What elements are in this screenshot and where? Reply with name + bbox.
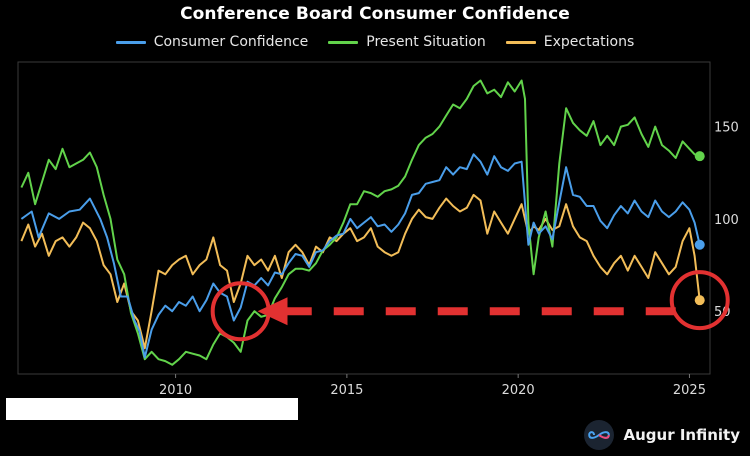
redaction-bar xyxy=(6,398,298,420)
series-end-point-present-situation xyxy=(694,151,705,162)
x-tick-label-2015: 2015 xyxy=(330,383,363,398)
legend-item-expectations: Expectations xyxy=(505,34,635,50)
annotation-arrow-head xyxy=(257,297,288,326)
legend-label-expectations: Expectations xyxy=(543,34,635,50)
series-line-expectations xyxy=(20,193,701,350)
y-tick-label-100: 100 xyxy=(714,213,739,228)
legend-swatch-present-situation xyxy=(328,40,359,44)
x-tick-label-2010: 2010 xyxy=(159,383,192,398)
legend-swatch-consumer-confidence xyxy=(115,40,146,44)
legend-item-present-situation: Present Situation xyxy=(328,34,486,50)
legend-label-consumer-confidence: Consumer Confidence xyxy=(153,34,309,50)
annotation-circle-1 xyxy=(669,270,730,331)
infinity-icon xyxy=(583,420,614,450)
series-end-point-consumer-confidence xyxy=(694,239,705,250)
y-tick-label-150: 150 xyxy=(714,121,739,136)
plot-frame xyxy=(17,61,711,375)
chart-title: Conference Board Consumer Confidence xyxy=(180,4,570,24)
brand: Augur Infinity xyxy=(583,420,740,450)
series-line-consumer-confidence xyxy=(20,153,701,359)
x-tick-label-2020: 2020 xyxy=(502,383,535,398)
legend-label-present-situation: Present Situation xyxy=(366,34,486,50)
series-end-point-expectations xyxy=(694,295,705,306)
series-line-present-situation xyxy=(20,79,701,366)
brand-name: Augur Infinity xyxy=(623,426,740,444)
x-tick-label-2025: 2025 xyxy=(673,383,706,398)
legend-swatch-expectations xyxy=(505,40,536,44)
legend: Consumer Confidence Present Situation Ex… xyxy=(0,34,750,50)
legend-item-consumer-confidence: Consumer Confidence xyxy=(115,34,309,50)
